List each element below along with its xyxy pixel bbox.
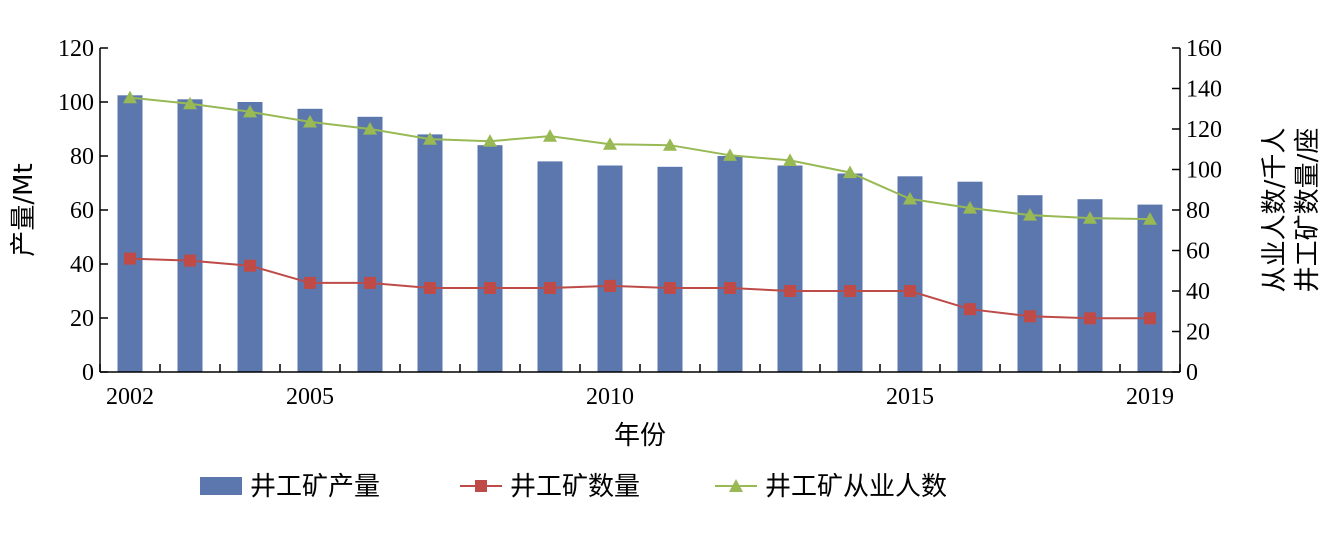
point-1-2010 (604, 279, 616, 292)
bar-2004 (237, 102, 263, 372)
point-1-2008 (484, 282, 496, 294)
x-tick-label: 2019 (1126, 384, 1174, 410)
bar-2003 (177, 99, 203, 373)
y-right-tick-label: 0 (1186, 360, 1198, 386)
y-right-tick-label: 160 (1186, 36, 1222, 62)
point-1-2017 (1024, 310, 1036, 323)
bar-2007 (417, 134, 443, 372)
y-right-tick-label: 60 (1186, 239, 1210, 265)
y-right-tick-label: 20 (1186, 320, 1210, 346)
legend-label: 井工矿从业人数 (765, 472, 947, 502)
point-2-2017 (1023, 208, 1037, 221)
legend-label: 井工矿数量 (510, 472, 640, 502)
bar-2017 (1017, 195, 1043, 372)
y-right-tick-label: 100 (1186, 158, 1222, 184)
point-2-2006 (363, 122, 377, 135)
bar-2014 (837, 173, 863, 372)
point-1-2005 (304, 276, 316, 289)
y-left-tick-label: 40 (70, 252, 94, 278)
bar-2012 (717, 156, 743, 372)
y-right-tick-label: 40 (1186, 279, 1210, 305)
point-2-2014 (843, 165, 857, 179)
point-1-2007 (424, 282, 436, 294)
legend-item-0: 井工矿产量 (200, 472, 380, 502)
y-left-tick-label: 120 (58, 36, 94, 62)
bar-2008 (477, 145, 503, 372)
bar-2006 (357, 116, 383, 372)
point-2-2016 (963, 200, 977, 214)
point-1-2003 (184, 254, 196, 267)
point-1-2002 (124, 252, 136, 265)
point-1-2006 (364, 276, 376, 289)
point-2-2008 (483, 134, 497, 147)
x-tick-label: 2015 (886, 384, 934, 410)
legend-swatch (200, 477, 242, 495)
legend-item-2: 井工矿从业人数 (715, 472, 947, 502)
point-2-2013 (783, 153, 797, 166)
y-right-axis-title-line2: 井工矿数量/座 (1293, 128, 1323, 293)
point-2-2010 (603, 137, 617, 150)
point-1-2011 (664, 282, 676, 294)
point-1-2012 (724, 282, 736, 294)
y-left-axis-title: 产量/Mt (9, 163, 39, 256)
point-2-2019 (1143, 212, 1157, 225)
x-tick-label: 2005 (286, 384, 334, 410)
series-line-2 (129, 96, 1151, 221)
y-right-tick-label: 140 (1186, 77, 1222, 103)
bar-2009 (537, 161, 563, 372)
point-2-2004 (243, 104, 257, 118)
point-1-2014 (844, 285, 856, 297)
x-tick-label: 2002 (106, 384, 154, 410)
point-2-2003 (183, 96, 197, 110)
legend-label: 井工矿产量 (250, 472, 380, 502)
bar-2005 (297, 108, 323, 373)
point-1-2015 (904, 285, 916, 297)
bar-2015 (897, 176, 923, 373)
y-right-axis-title-line1: 从业人数/千人 (1260, 128, 1290, 293)
y-left-tick-label: 20 (70, 306, 94, 332)
y-left-tick-label: 100 (58, 90, 94, 116)
point-2-2015 (903, 191, 917, 205)
x-axis-title: 年份 (614, 421, 666, 451)
y-right-tick-label: 120 (1186, 117, 1222, 143)
point-1-2009 (544, 282, 556, 294)
bar-2018 (1077, 199, 1103, 372)
y-right-tick-label: 80 (1186, 198, 1210, 224)
series-line-1 (129, 257, 1150, 320)
x-tick-label: 2010 (586, 384, 634, 410)
bar-2013 (777, 165, 803, 372)
bar-2002 (117, 95, 143, 373)
point-2-2011 (663, 138, 677, 151)
point-1-2019 (1144, 312, 1156, 325)
point-2-2012 (723, 148, 737, 161)
point-1-2013 (784, 285, 796, 297)
point-2-2002 (123, 90, 137, 104)
point-1-2018 (1084, 312, 1096, 325)
bar-2010 (597, 165, 623, 372)
legend-item-1: 井工矿数量 (460, 472, 640, 502)
point-1-2004 (244, 259, 256, 272)
y-left-tick-label: 80 (70, 144, 94, 170)
point-2-2018 (1083, 211, 1097, 224)
legend-marker (475, 480, 487, 492)
point-2-2009 (543, 129, 557, 142)
y-left-tick-label: 0 (82, 360, 94, 386)
y-left-tick-label: 60 (70, 198, 94, 224)
bar-2011 (657, 166, 683, 372)
point-1-2016 (964, 303, 976, 316)
point-2-2007 (423, 132, 437, 145)
bar-2019 (1137, 204, 1163, 372)
legend-marker (729, 479, 743, 492)
point-2-2005 (303, 114, 317, 128)
